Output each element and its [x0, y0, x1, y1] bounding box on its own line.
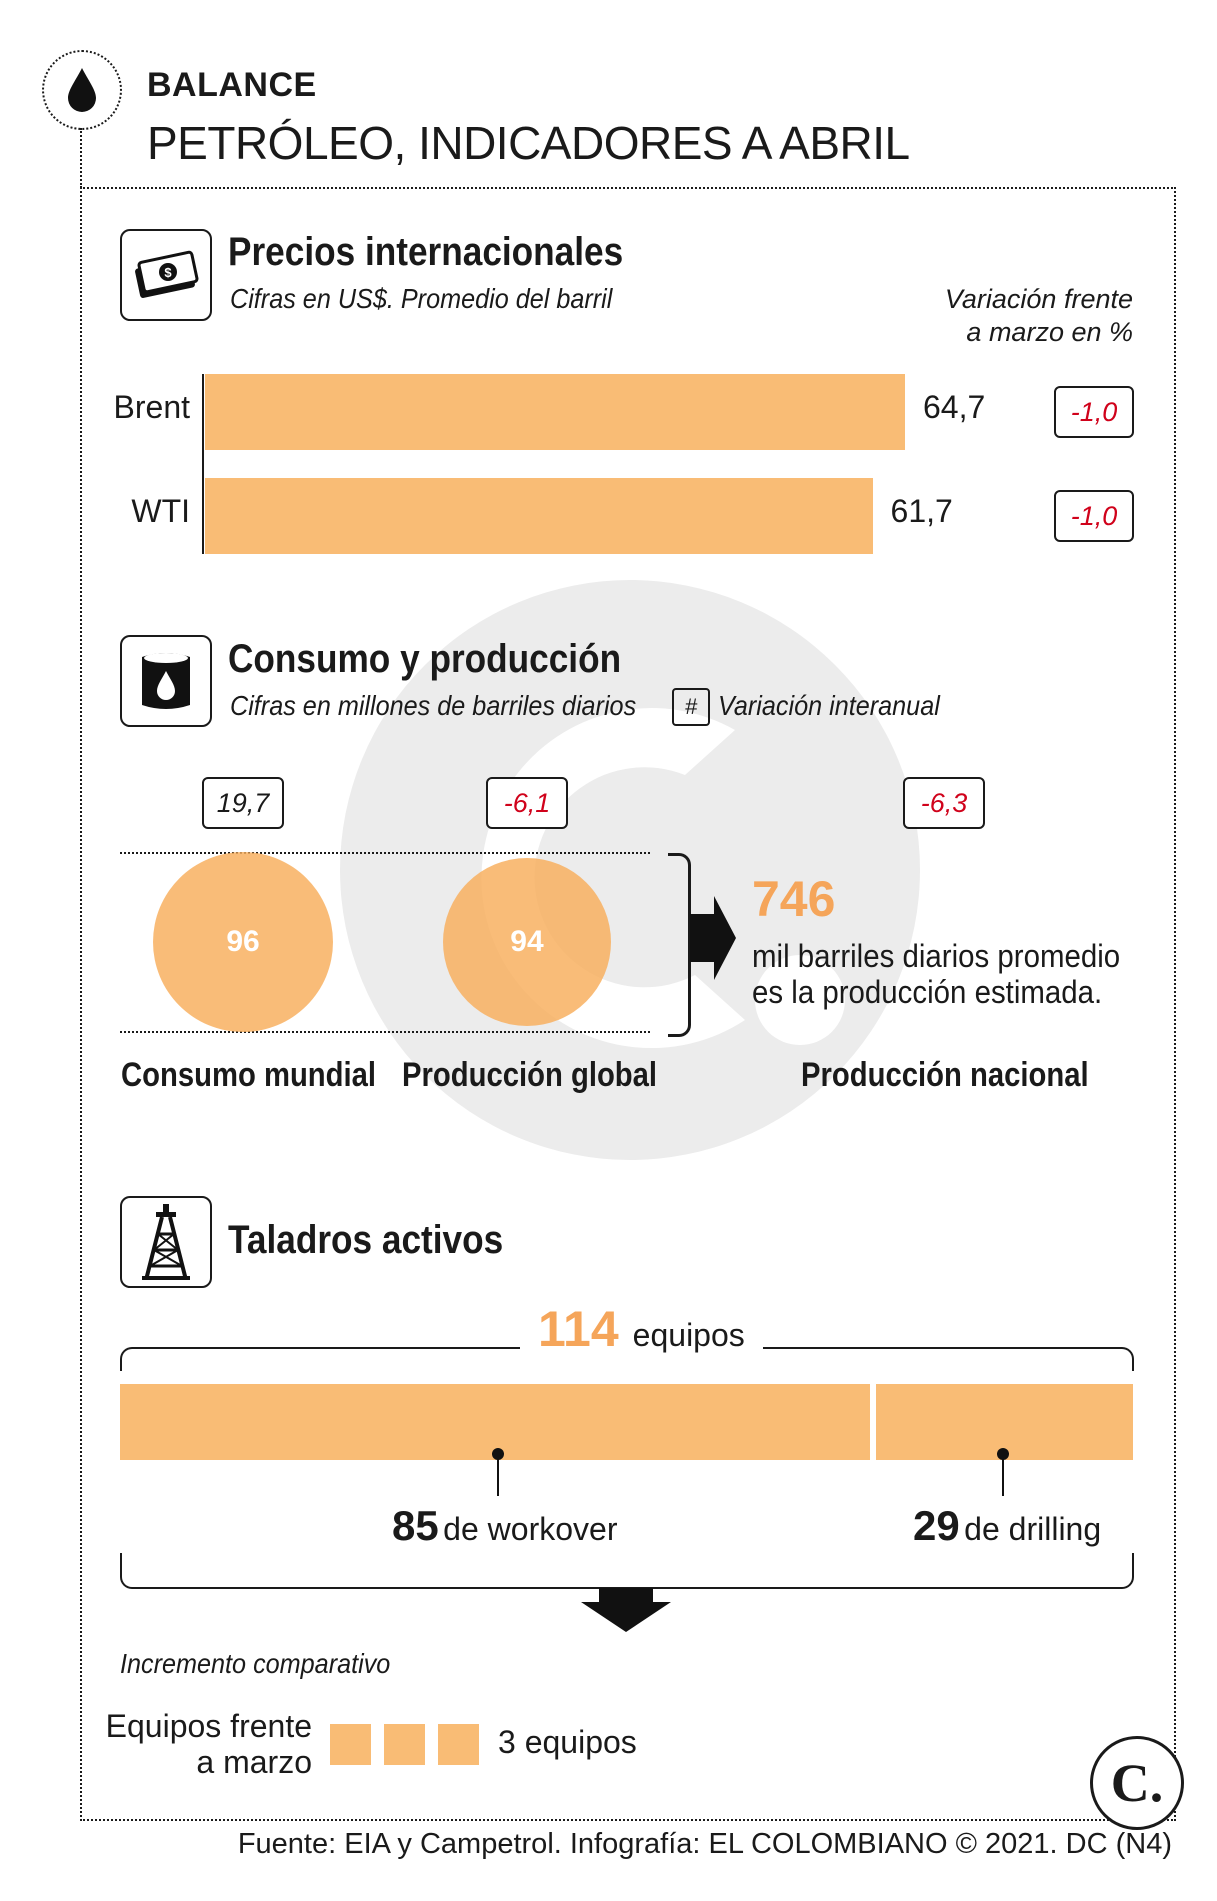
logo-text: C.	[1110, 1753, 1164, 1813]
rig-pin-dot-drilling	[997, 1448, 1009, 1460]
workover-text: de workover	[443, 1511, 618, 1547]
content-frame	[80, 187, 1176, 1821]
arrow-down-icon	[581, 1588, 671, 1632]
drilling-label: 29 de drilling	[913, 1502, 1101, 1550]
prices-axis-line	[202, 374, 204, 554]
bubble-bottom-guide	[120, 1031, 650, 1033]
total-label: 114 equipos	[520, 1300, 763, 1358]
source-credit: Fuente: EIA y Campetrol. Infografía: EL …	[237, 1828, 1172, 1860]
national-production-value: 746	[752, 871, 836, 927]
variation-label-line2: a marzo en %	[966, 317, 1133, 347]
price-bar-wti	[205, 478, 873, 554]
national-production-text-1: mil barriles diarios promedio	[752, 938, 1121, 974]
increment-square-0	[330, 1724, 371, 1765]
legend-label: Variación interanual	[718, 690, 940, 721]
total-bracket-bottom	[120, 1553, 1134, 1589]
price-value-label-wti: 61,7	[890, 493, 953, 529]
increment-value: 3 equipos	[498, 1724, 637, 1760]
label-produccion-nacional: Producción nacional	[801, 1056, 1089, 1094]
oil-drop-icon	[68, 68, 96, 112]
rig-bar-drilling	[876, 1384, 1133, 1460]
rig-pin-line-workover	[497, 1456, 499, 1496]
label-consumo-mundial: Consumo mundial	[121, 1056, 377, 1094]
prices-title: Precios internacionales	[228, 230, 624, 274]
variation-badge-produccion-global: -6,1	[486, 777, 568, 829]
bracket	[668, 853, 691, 1037]
prices-subtitle: Cifras en US$. Promedio del barril	[230, 283, 613, 314]
total-unit: equipos	[632, 1317, 745, 1353]
rig-icon-box	[120, 1196, 212, 1288]
svg-text:$: $	[164, 265, 172, 280]
header-connector	[80, 128, 82, 188]
legend-symbol-box: #	[672, 688, 710, 726]
total-number: 114	[538, 1301, 619, 1357]
rig-bar-workover	[120, 1384, 871, 1460]
price-variation-badge-brent: -1,0	[1054, 386, 1134, 438]
bubble-1: 94	[442, 857, 612, 1027]
workover-number: 85	[392, 1502, 439, 1549]
drilling-text: de drilling	[964, 1511, 1102, 1547]
drop-icon-badge	[42, 50, 122, 130]
national-production-text-2: es la producción estimada.	[752, 974, 1103, 1010]
price-category-label-wti: WTI	[131, 493, 190, 529]
variation-label-line1: Variación frente	[944, 284, 1133, 314]
money-icon: $	[135, 250, 199, 298]
rigs-title: Taladros activos	[228, 1218, 504, 1262]
bubble-0: 96	[153, 852, 333, 1032]
el-colombiano-logo: C.	[1090, 1736, 1184, 1830]
oil-barrel-icon	[142, 653, 190, 709]
increment-label-2: a marzo	[196, 1744, 312, 1780]
consumption-title: Consumo y producción	[228, 637, 622, 681]
label-produccion-global: Producción global	[402, 1056, 658, 1094]
increment-label-1: Equipos frente	[105, 1708, 312, 1744]
price-category-label-brent: Brent	[113, 389, 190, 425]
bubble-top-guide	[120, 852, 650, 854]
arrow-right-icon	[690, 896, 736, 980]
increment-title: Incremento comparativo	[120, 1648, 391, 1679]
barrel-icon-box	[120, 635, 212, 727]
variation-badge-produccion-nacional: -6,3	[903, 777, 985, 829]
page-title: PETRÓLEO, INDICADORES A ABRIL	[147, 117, 910, 169]
header-kicker: BALANCE	[147, 66, 317, 104]
rig-pin-line-drilling	[1002, 1456, 1004, 1496]
workover-label: 85 de workover	[392, 1502, 617, 1550]
drilling-number: 29	[913, 1502, 960, 1549]
price-value-label-brent: 64,7	[923, 389, 986, 425]
increment-square-1	[384, 1724, 425, 1765]
price-variation-badge-wti: -1,0	[1054, 490, 1134, 542]
rig-pin-dot-workover	[492, 1448, 504, 1460]
money-icon-box: $	[120, 229, 212, 321]
consumption-subtitle: Cifras en millones de barriles diarios	[230, 690, 637, 721]
variation-badge-consumo: 19,7	[202, 777, 284, 829]
price-bar-brent	[205, 374, 905, 450]
oil-rig-icon	[142, 1204, 190, 1280]
increment-square-2	[438, 1724, 479, 1765]
